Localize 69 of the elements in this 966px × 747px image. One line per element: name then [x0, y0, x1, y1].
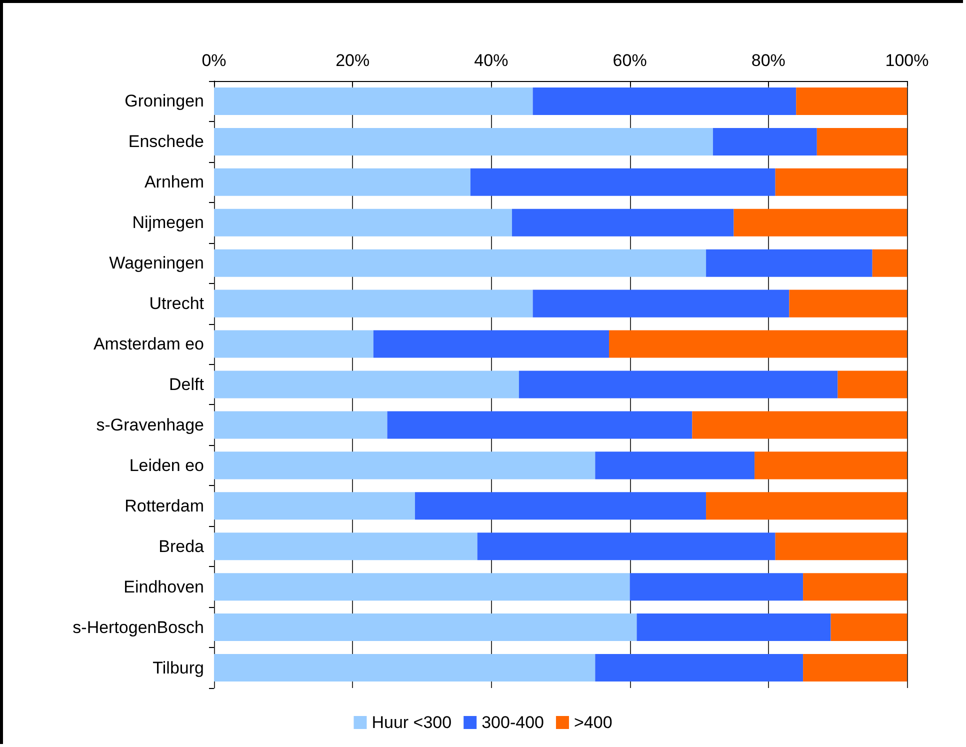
bar — [214, 614, 637, 642]
bar — [214, 492, 415, 520]
bar — [214, 168, 470, 196]
bar — [214, 411, 388, 439]
bar — [630, 573, 804, 601]
y-tick-label: Wageningen — [109, 254, 204, 273]
bar — [214, 452, 596, 480]
bar — [214, 128, 713, 156]
bar — [796, 87, 907, 115]
bar — [595, 452, 755, 480]
y-tick-label: Groningen — [124, 92, 204, 111]
bar — [609, 330, 907, 358]
bar — [214, 370, 519, 398]
bar — [830, 614, 907, 642]
bar — [214, 654, 596, 682]
bar — [387, 411, 692, 439]
y-tick-label: s-Gravenhage — [96, 415, 204, 434]
bar — [414, 492, 706, 520]
bar — [477, 532, 776, 560]
x-tick-label: 20% — [336, 51, 370, 70]
y-tick-label: Tilburg — [152, 658, 204, 678]
bar — [706, 249, 872, 277]
bar — [373, 330, 610, 358]
bar — [214, 87, 533, 115]
x-tick-label: 80% — [751, 51, 786, 70]
bar — [214, 249, 706, 277]
bar — [838, 370, 907, 398]
x-tick-label: 60% — [612, 51, 647, 70]
bar — [214, 532, 478, 560]
y-tick-label: s-HertogenBosch — [72, 618, 204, 637]
bar — [734, 208, 907, 236]
y-tick-label: Rotterdam — [124, 496, 204, 516]
y-tick-label: Arnhem — [144, 172, 204, 192]
bar — [214, 290, 533, 318]
bar — [789, 290, 907, 318]
bar — [754, 452, 907, 480]
y-tick-label: Enschede — [128, 132, 204, 152]
y-tick-label: Leiden eo — [129, 456, 204, 475]
bar — [803, 654, 907, 682]
y-tick-label: Eindhoven — [124, 577, 204, 596]
bar — [518, 370, 838, 398]
bar — [803, 573, 907, 601]
y-tick-label: Breda — [158, 536, 205, 556]
bar — [636, 614, 831, 642]
y-tick-label: Delft — [169, 375, 204, 394]
bar — [595, 654, 804, 682]
x-tick-label: 100% — [885, 51, 929, 70]
bar — [775, 168, 907, 196]
bar — [872, 249, 907, 277]
bar — [692, 411, 907, 439]
bar — [470, 168, 776, 196]
legend-label: Huur <300 — [372, 713, 452, 732]
bar — [712, 128, 817, 156]
y-tick-label: Nijmegen — [132, 213, 204, 232]
bar — [512, 208, 734, 236]
bar — [816, 128, 907, 156]
bar — [532, 290, 790, 318]
x-tick-label: 40% — [474, 51, 508, 70]
bar — [532, 87, 796, 115]
bar — [706, 492, 907, 520]
y-tick-label: Amsterdam eo — [93, 334, 204, 354]
legend-label: 300-400 — [482, 713, 544, 732]
bar — [214, 208, 512, 236]
y-tick-label: Utrecht — [149, 294, 204, 314]
x-tick-label: 0% — [202, 51, 226, 70]
bar — [214, 330, 374, 358]
bar — [214, 573, 630, 601]
legend-label: >400 — [574, 713, 612, 732]
bar — [775, 532, 907, 560]
